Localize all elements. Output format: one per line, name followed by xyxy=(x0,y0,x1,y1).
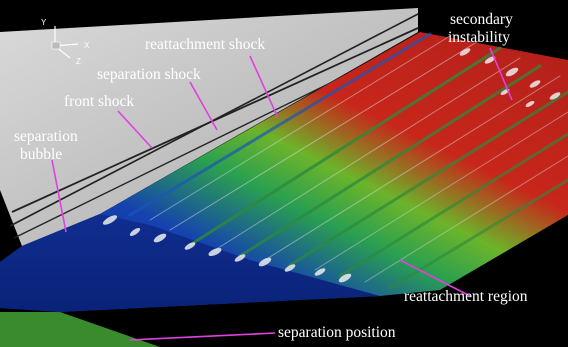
secondary-instability-leader xyxy=(489,47,513,101)
label-secondary-instability-line2: instability xyxy=(448,29,510,46)
separation-bubble-floor xyxy=(0,214,380,312)
separation-shock-line xyxy=(9,13,419,227)
label-secondary-instability-line1: secondary xyxy=(450,11,513,28)
axis-x-label: X xyxy=(84,41,90,50)
annotation-leaders xyxy=(51,47,513,341)
axis-triad: Y X Z xyxy=(41,18,90,66)
axis-y-label: Y xyxy=(41,18,47,27)
reattachment-region-leader xyxy=(399,259,471,297)
label-front-shock: front shock xyxy=(64,93,134,110)
separation-bubble-leader xyxy=(51,159,67,233)
front-shock-leader xyxy=(117,110,153,149)
label-reattachment-shock: reattachment shock xyxy=(145,36,265,53)
label-separation-shock: separation shock xyxy=(97,66,201,83)
label-reattachment-region: reattachment region xyxy=(404,288,528,305)
flow-streaks xyxy=(128,32,568,290)
separation-position-leader xyxy=(129,332,276,341)
separation-shock-leader xyxy=(189,81,218,131)
upstream-surface xyxy=(0,312,160,347)
label-separation-bubble-line1: separation xyxy=(14,128,78,145)
axis-origin-box xyxy=(51,41,61,50)
reattachment-shock-leader xyxy=(249,55,279,119)
axis-z-label: Z xyxy=(76,57,81,66)
label-separation-bubble-line2: bubble xyxy=(20,146,62,163)
label-separation-position: separation position xyxy=(278,324,396,341)
